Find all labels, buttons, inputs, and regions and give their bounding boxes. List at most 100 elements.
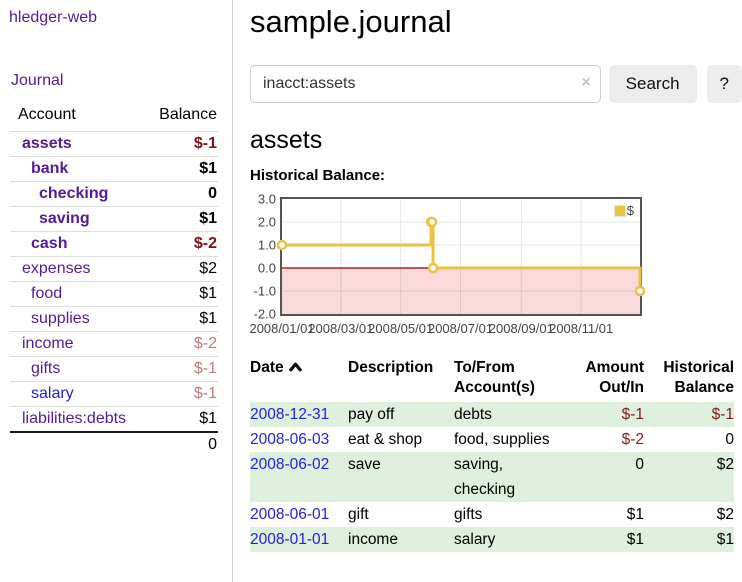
register-balance: 0 [725, 431, 734, 448]
account-balance: $1 [141, 206, 218, 232]
account-title: assets [250, 126, 323, 154]
y-tick-label: -1.0 [253, 283, 276, 299]
main-content: sample.journal × Search ? assets Histori… [233, 0, 742, 552]
register-balance: $2 [716, 456, 734, 473]
account-link-checking[interactable]: checking [39, 185, 109, 202]
account-link-bank[interactable]: bank [31, 160, 69, 177]
account-link-liabilities-debts[interactable]: liabilities:debts [22, 410, 127, 427]
register-amount: $1 [626, 531, 644, 548]
sidebar: hledger-web Journal Account Balance asse… [0, 0, 233, 582]
register-col-amount: Amount Out/In [585, 359, 644, 396]
accounts-col-account: Account [18, 106, 76, 123]
account-row: expenses $2 [10, 256, 218, 282]
x-tick-label: 2008/05/01 [368, 321, 434, 336]
account-row: cash $-2 [10, 231, 218, 257]
y-tick-label: -2.0 [253, 306, 276, 322]
register-description: gift [348, 506, 369, 523]
account-link-assets[interactable]: assets [22, 135, 72, 152]
account-link-expenses[interactable]: expenses [22, 260, 91, 277]
register-col-date[interactable]: Date [250, 358, 348, 402]
accounts-total-balance: 0 [141, 431, 218, 457]
nav-journal-link[interactable]: Journal [11, 72, 64, 89]
sidebar-nav: Journal [11, 72, 232, 90]
y-tick-label: 3.0 [257, 191, 276, 207]
register-date-link[interactable]: 2008-12-31 [250, 406, 330, 423]
account-row: salary $-1 [10, 381, 218, 407]
account-row: income $-2 [10, 331, 218, 357]
register-amount: $1 [626, 506, 644, 523]
register-accounts: salary [454, 531, 496, 548]
legend-swatch-icon [613, 204, 626, 217]
register-row: 2008-12-31 pay off debts $-1 $-1 [250, 402, 734, 427]
register-balance: $2 [716, 506, 734, 523]
register-col-historical: Historical Balance [663, 359, 734, 396]
account-row: liabilities:debts $1 [10, 406, 218, 432]
account-link-gifts[interactable]: gifts [31, 360, 61, 377]
x-tick-label: 2008/07/01 [427, 321, 494, 336]
historical-balance-chart: 3.0 2.0 1.0 0.0 -1.0 -2.0 $ 2008/01/01 2008/03… [249, 192, 742, 339]
account-balance: $-1 [141, 131, 218, 157]
y-tick-label: 1.0 [257, 237, 276, 253]
register-accounts: gifts [454, 506, 483, 523]
help-button[interactable]: ? [706, 65, 742, 103]
register-row: 2008-01-01 income salary $1 $1 [250, 527, 734, 552]
accounts-table: Account Balance assets $-1 bank $1 checking 0… [10, 106, 218, 457]
register-description: pay off [348, 406, 395, 423]
account-link-income[interactable]: income [22, 335, 74, 352]
register-row: 2008-06-02 save saving, checking 0 $2 [250, 452, 734, 502]
register-table: Date Description To/From Account(s) Amount Ou… [250, 358, 734, 552]
x-tick-label: 2008/03/01 [308, 321, 374, 336]
account-balance: $2 [141, 256, 218, 282]
register-date-link[interactable]: 2008-01-01 [250, 531, 330, 548]
chart-legend: $ [611, 202, 636, 219]
register-accounts: debts [454, 406, 492, 423]
account-link-cash[interactable]: cash [31, 235, 68, 252]
register-date-link[interactable]: 2008-06-02 [250, 456, 330, 473]
register-balance: $-1 [711, 406, 734, 423]
brand-link[interactable]: hledger-web [9, 9, 98, 26]
account-link-salary[interactable]: salary [31, 385, 74, 402]
register-date-link[interactable]: 2008-06-01 [250, 506, 330, 523]
account-link-saving[interactable]: saving [39, 210, 90, 227]
register-col-to-from: To/From Account(s) [454, 359, 535, 396]
register-date-link[interactable]: 2008-06-03 [250, 431, 330, 448]
account-row: saving $1 [10, 206, 218, 232]
account-row: food $1 [10, 281, 218, 307]
page-title: sample.journal [250, 4, 452, 39]
register-row: 2008-06-03 eat & shop food, supplies $-2 0 [250, 427, 734, 452]
register-amount: $-2 [621, 431, 644, 448]
account-balance: 0 [141, 181, 218, 207]
x-tick-label: 2008/09/01 [488, 321, 554, 336]
account-row: checking 0 [10, 181, 218, 207]
y-tick-label: 2.0 [257, 214, 276, 230]
accounts-col-balance: Balance [159, 106, 217, 123]
account-balance: $-1 [141, 381, 218, 407]
chart-plot-area: $ [276, 197, 646, 316]
account-row: assets $-1 [10, 131, 218, 157]
chart-title: Historical Balance: [250, 167, 386, 184]
account-row: gifts $-1 [10, 356, 218, 382]
clear-search-icon[interactable]: × [581, 74, 591, 91]
search-input[interactable] [250, 65, 601, 103]
accounts-total-row: 0 [10, 431, 218, 457]
account-link-supplies[interactable]: supplies [31, 310, 90, 327]
search-bar: × Search ? [250, 65, 742, 103]
account-balance: $1 [141, 281, 218, 307]
account-balance: $-2 [141, 331, 218, 357]
register-amount: 0 [635, 456, 644, 473]
chart-svg [276, 199, 646, 314]
account-balance: $1 [141, 306, 218, 332]
account-balance: $-2 [141, 231, 218, 257]
account-balance: $1 [141, 406, 218, 432]
account-link-food[interactable]: food [31, 285, 63, 302]
register-description: save [348, 456, 381, 473]
register-accounts: saving, checking [454, 456, 516, 498]
register-balance: $1 [716, 531, 734, 548]
chart-x-axis: 2008/01/01 2008/03/01 2008/05/01 2008/07/01… [249, 321, 638, 337]
account-balance: $1 [141, 156, 218, 182]
legend-label: $ [626, 203, 634, 218]
register-description: income [348, 531, 398, 548]
sort-ascending-icon [288, 362, 302, 372]
chart-y-axis: 3.0 2.0 1.0 0.0 -1.0 -2.0 [250, 192, 276, 322]
search-button[interactable]: Search [608, 65, 697, 103]
